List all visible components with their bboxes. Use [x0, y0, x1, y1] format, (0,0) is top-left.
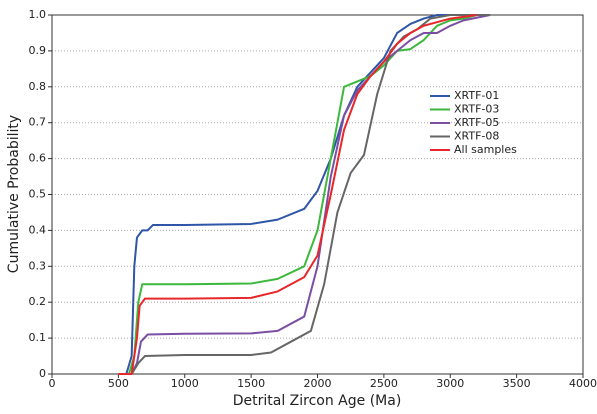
data-line — [118, 14, 491, 375]
legend-text: XRTF-08 — [454, 130, 499, 143]
y-tick-label: 0.7 — [29, 116, 47, 129]
x-tick-label: 1000 — [171, 377, 199, 390]
legend-text: XRTF-05 — [454, 116, 499, 129]
x-tick-label: 0 — [49, 377, 56, 390]
x-tick-label: 4000 — [569, 377, 597, 390]
y-tick-label: 0.3 — [29, 259, 47, 272]
x-tick-label: 1500 — [237, 377, 265, 390]
x-axis-label: Detrital Zircon Age (Ma) — [233, 393, 402, 409]
x-tick-label: 3000 — [436, 377, 464, 390]
data-line — [118, 14, 477, 375]
plot-frame — [51, 14, 584, 375]
y-axis-label: Cumulative Probability — [6, 115, 22, 273]
y-tick-label: 0.1 — [29, 331, 47, 344]
y-tick-label: 0 — [39, 367, 46, 380]
y-tick-label: 0.5 — [29, 188, 47, 201]
x-tick-label: 3500 — [503, 377, 531, 390]
legend-text: XRTF-03 — [454, 103, 499, 116]
y-tick-label: 0.9 — [29, 44, 47, 57]
y-tick-label: 1.0 — [29, 8, 47, 21]
y-tick-label: 0.4 — [29, 223, 47, 236]
x-tick-label: 2500 — [370, 377, 398, 390]
legend-text: XRTF-01 — [454, 89, 499, 102]
y-tick-label: 0.2 — [29, 295, 47, 308]
y-tick-label: 0.6 — [29, 152, 47, 165]
data-line — [118, 14, 491, 375]
x-tick-label: 2000 — [304, 377, 332, 390]
x-tick-label: 500 — [108, 377, 129, 390]
legend-text: All samples — [454, 143, 517, 156]
y-tick-label: 0.8 — [29, 80, 47, 93]
